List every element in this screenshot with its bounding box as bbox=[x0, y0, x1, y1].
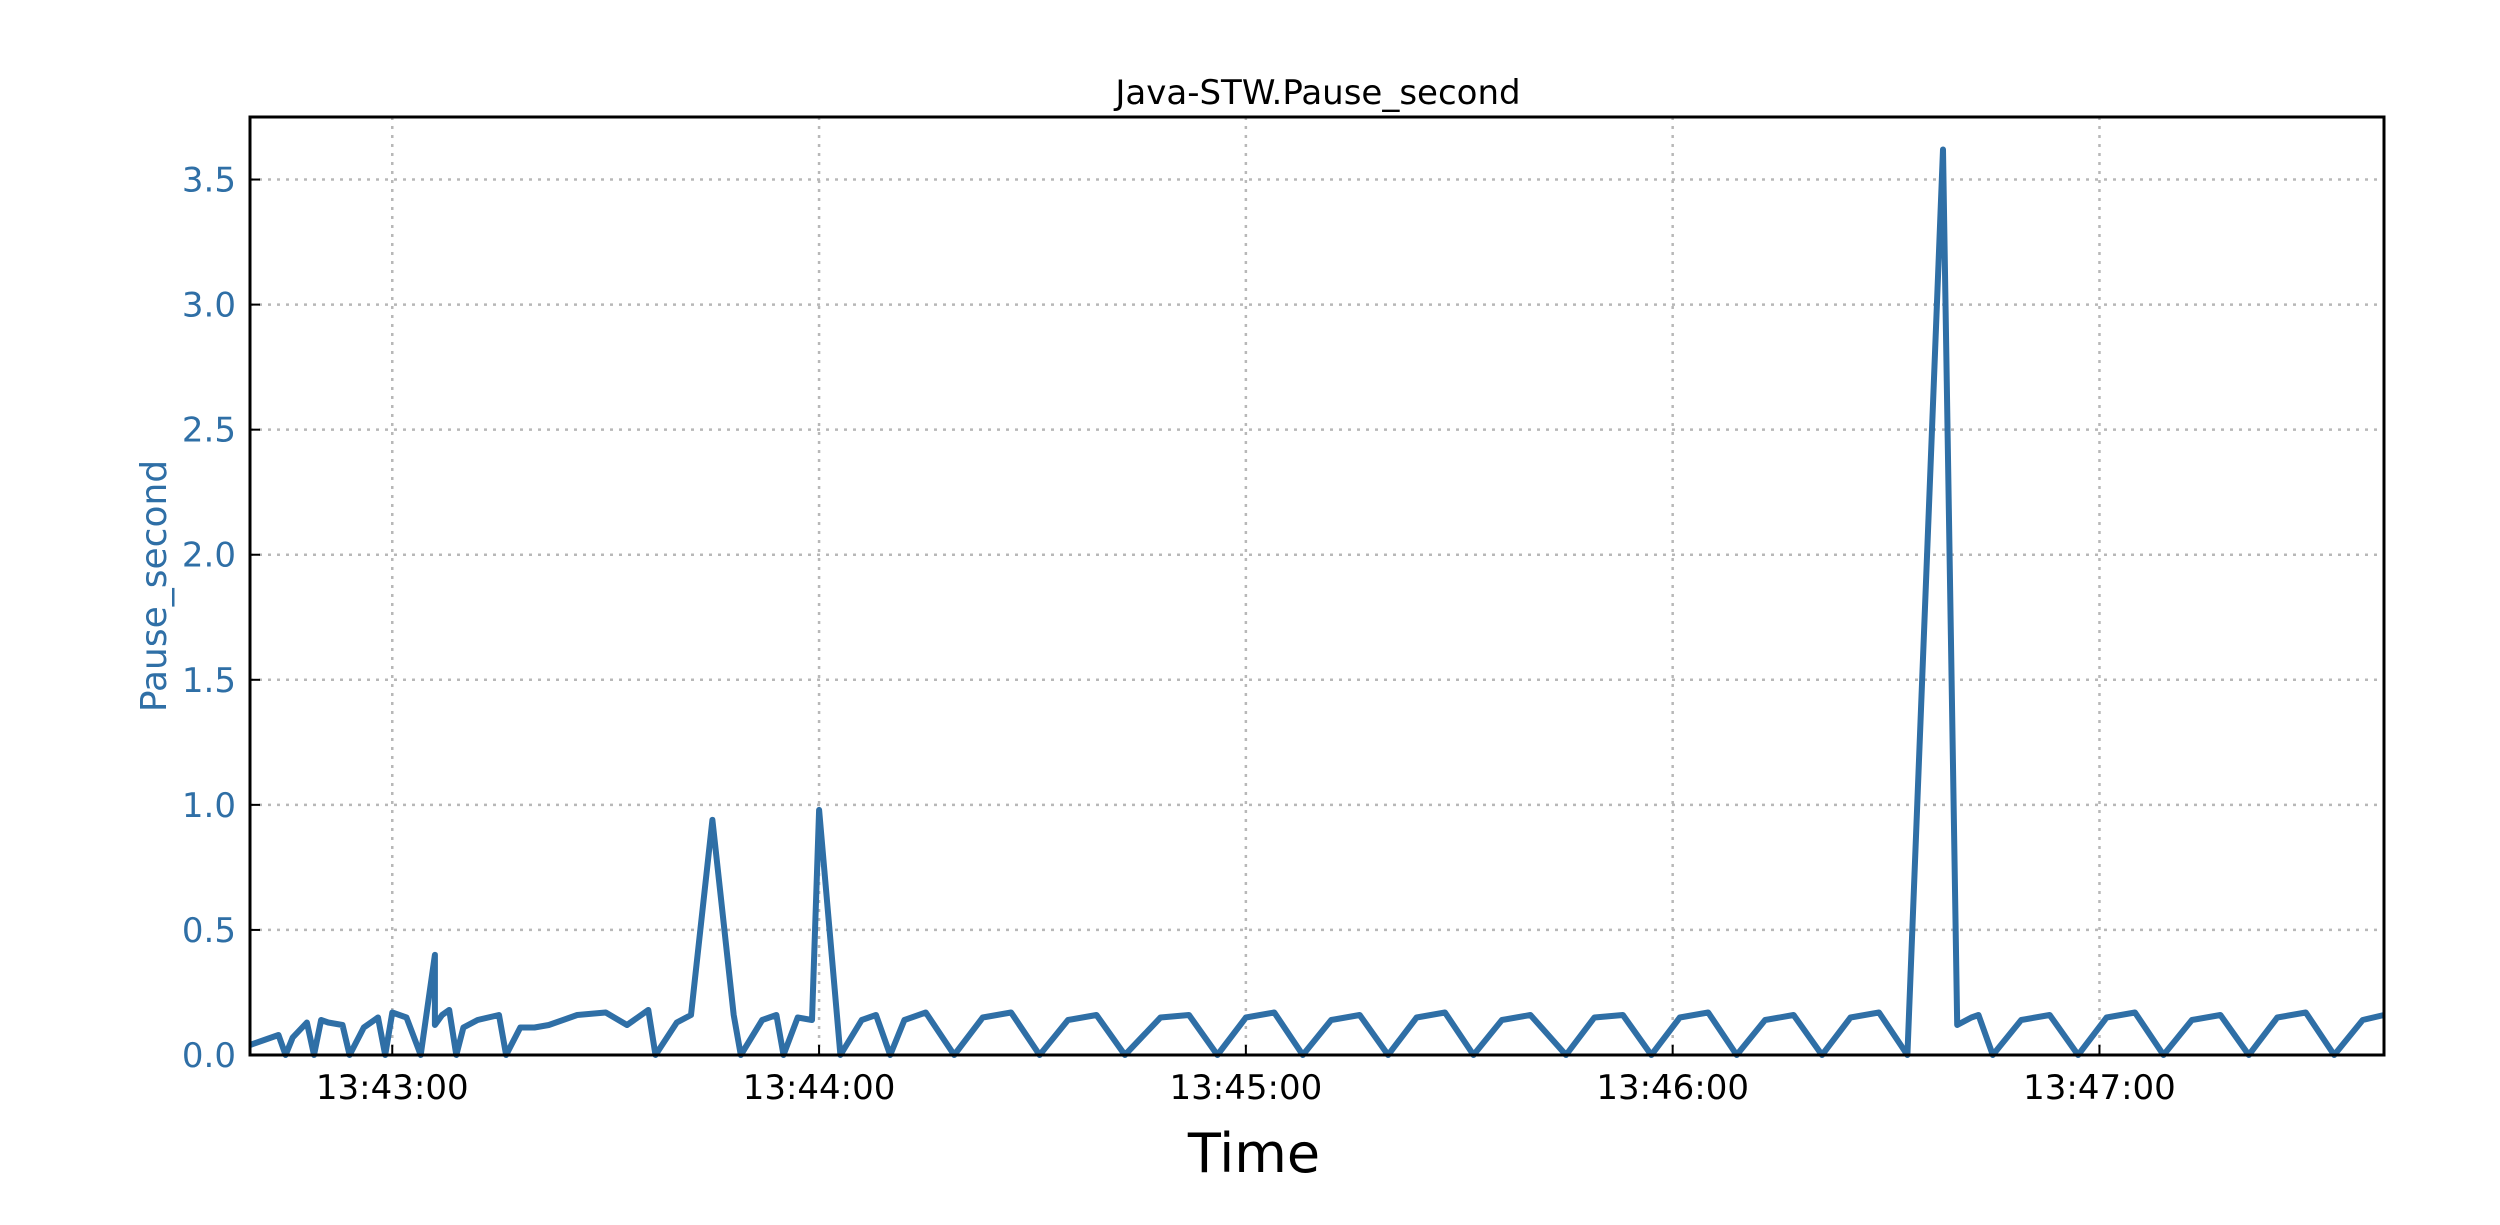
x-tick-label: 13:46:00 bbox=[1596, 1068, 1749, 1108]
y-tick-label: 3.5 bbox=[182, 161, 236, 201]
x-axis-label: Time bbox=[1187, 1122, 1320, 1185]
x-tick-label: 13:45:00 bbox=[1170, 1068, 1323, 1108]
y-tick-label: 0.0 bbox=[182, 1036, 236, 1076]
grid-lines bbox=[250, 117, 2384, 1055]
x-axis-ticks: 13:43:00 13:44:00 13:45:00 13:46:00 13:47:00 bbox=[316, 1045, 2176, 1108]
series-group bbox=[249, 146, 2385, 1058]
y-tick-label: 1.0 bbox=[182, 786, 236, 826]
y-axis-ticks: 0.0 0.5 1.0 1.5 2.0 2.5 3.0 3.5 bbox=[182, 161, 260, 1076]
y-tick-label: 2.5 bbox=[182, 411, 236, 451]
y-axis-label: Pause_second bbox=[134, 460, 175, 712]
x-tick-label: 13:47:00 bbox=[2023, 1068, 2176, 1108]
y-tick-label: 2.0 bbox=[182, 536, 236, 576]
x-tick-label: 13:43:00 bbox=[316, 1068, 469, 1108]
x-tick-label: 13:44:00 bbox=[743, 1068, 896, 1108]
pause-series-line bbox=[249, 146, 2385, 1058]
y-tick-label: 3.0 bbox=[182, 286, 236, 326]
y-tick-label: 1.5 bbox=[182, 661, 236, 701]
chart-title: Java-STW.Pause_second bbox=[1113, 73, 1520, 113]
y-tick-label: 0.5 bbox=[182, 911, 236, 951]
plot-area-frame bbox=[248, 115, 2386, 1057]
